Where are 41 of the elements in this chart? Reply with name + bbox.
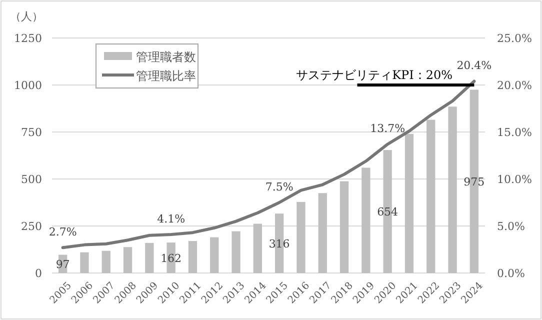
- y-tick-label: 0: [35, 267, 42, 280]
- data-label: 13.7%: [370, 122, 406, 136]
- bar: [404, 134, 414, 273]
- bar: [188, 241, 198, 273]
- y2-tick-label: 25.0%: [497, 32, 532, 45]
- y2-tick-label: 5.0%: [497, 220, 525, 233]
- data-label: 4.1%: [157, 212, 186, 226]
- data-label: 316: [268, 237, 290, 250]
- legend-label: 管理職者数: [136, 50, 196, 64]
- data-label: 20.4%: [456, 59, 492, 72]
- y2-tick-label: 10.0%: [497, 173, 532, 186]
- bar: [145, 242, 154, 273]
- bar: [210, 237, 219, 273]
- y2-tick-label: 20.0%: [497, 79, 532, 92]
- ref-line-label: サステナビリティKPI：20%: [296, 68, 453, 82]
- y2-tick-label: 15.0%: [497, 126, 532, 139]
- data-label: 654: [377, 206, 398, 219]
- bar: [426, 120, 436, 273]
- data-label: 162: [160, 252, 182, 265]
- y-tick-label: 750: [21, 126, 42, 139]
- bar: [448, 106, 457, 273]
- data-label: 97: [56, 258, 70, 271]
- y-tick-label: 1000: [14, 79, 42, 92]
- bar: [296, 202, 306, 273]
- bar: [102, 250, 110, 273]
- y2-tick-label: 0.0%: [497, 267, 525, 280]
- bar: [340, 181, 349, 273]
- legend-label: 管理職比率: [136, 69, 196, 83]
- data-label: 7.5%: [265, 180, 294, 194]
- y-axis-title: （人）: [10, 10, 43, 23]
- bar: [232, 231, 240, 273]
- data-label: 975: [464, 175, 485, 188]
- data-label: 2.7%: [48, 226, 77, 239]
- y-tick-label: 500: [21, 173, 42, 186]
- bar: [362, 168, 370, 273]
- y-tick-label: 250: [21, 220, 42, 233]
- y-tick-label: 1250: [14, 32, 42, 45]
- bar: [80, 252, 89, 273]
- bar: [318, 193, 327, 273]
- bar: [123, 247, 132, 273]
- bar: [253, 224, 262, 273]
